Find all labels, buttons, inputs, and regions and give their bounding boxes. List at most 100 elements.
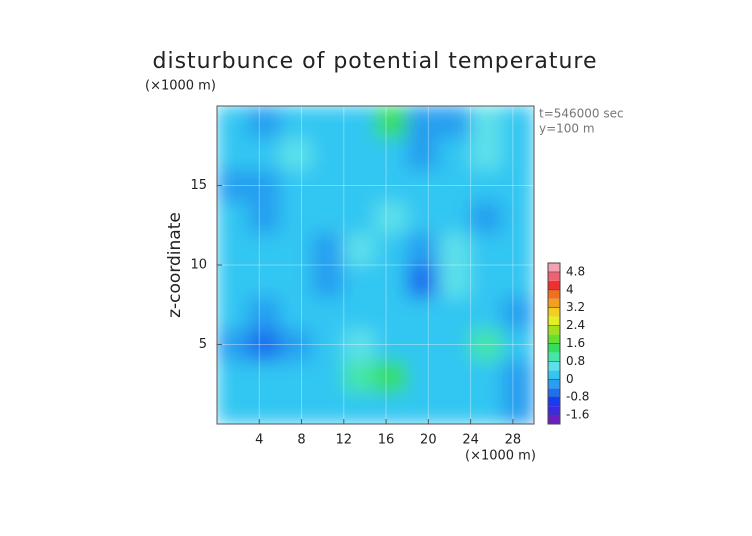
heatmap-cell (311, 169, 345, 202)
heatmap-cell (406, 264, 440, 298)
heatmap-cell (375, 137, 408, 171)
heatmap-cell (248, 359, 281, 393)
colorbar-swatch (548, 415, 560, 424)
heatmap-cell (279, 137, 313, 171)
colorbar-swatch (548, 289, 560, 299)
colorbar-swatch (548, 316, 560, 326)
heatmap-cell (248, 137, 281, 171)
colorbar-tick-label: -0.8 (566, 390, 589, 404)
heatmap-cell (217, 137, 250, 171)
heatmap-cell (375, 200, 408, 234)
heatmap-cell (438, 137, 472, 171)
heatmap-cell (470, 359, 503, 393)
colorbar-swatch (548, 271, 560, 281)
colorbar-swatch (548, 280, 560, 290)
heatmap-cell (311, 359, 345, 393)
heatmap-cell (311, 232, 345, 266)
heatmap-cell (343, 200, 376, 234)
colorbar-swatch (548, 379, 560, 389)
colorbar-swatch (548, 325, 560, 335)
heatmap-cell (406, 359, 440, 393)
annotation: t=546000 sec (539, 107, 624, 121)
heatmap-cell (311, 296, 345, 330)
heatmap-cell (311, 106, 345, 139)
heatmap-cell (343, 264, 376, 298)
heatmap-cell (279, 391, 313, 424)
heatmap-cell (470, 200, 503, 234)
heatmap-cell (438, 200, 472, 234)
heatmap-cell (438, 169, 472, 202)
heatmap-cell (343, 169, 376, 202)
colorbar-swatch (548, 352, 560, 362)
heatmap-cell (375, 106, 408, 139)
heatmap-cell (375, 264, 408, 298)
heatmap-cell (406, 106, 440, 139)
heatmap-cell (248, 106, 281, 139)
heatmap-cell (217, 169, 250, 202)
heatmap-field (217, 106, 534, 424)
heatmap-cell (375, 359, 408, 393)
y-tick-label: 15 (190, 178, 207, 193)
heatmap-cell (217, 200, 250, 234)
heatmap-cell (248, 328, 281, 361)
heatmap-cell (217, 359, 250, 393)
heatmap (217, 106, 534, 424)
heatmap-cell (217, 232, 250, 266)
heatmap-cell (217, 328, 250, 361)
heatmap-cell (501, 264, 534, 298)
heatmap-cell (248, 391, 281, 424)
heatmap-cell (375, 328, 408, 361)
heatmap-cell (406, 169, 440, 202)
heatmap-cell (311, 200, 345, 234)
heatmap-cell (279, 169, 313, 202)
colorbar-swatch (548, 263, 560, 272)
heatmap-cell (217, 106, 250, 139)
grid (217, 106, 534, 424)
colorbar-swatch (548, 298, 560, 308)
colorbar-tick-label: 2.4 (566, 318, 585, 332)
heatmap-cell (248, 296, 281, 330)
colorbar-tick-label: -1.6 (566, 408, 589, 422)
y-tick-label: 5 (199, 337, 207, 352)
heatmap-cell (343, 391, 376, 424)
x-unit: (×1000 m) (465, 449, 536, 464)
heatmap-cell (375, 169, 408, 202)
heatmap-cell (501, 232, 534, 266)
colorbar-swatch (548, 361, 560, 371)
y-tick-label: 10 (190, 258, 207, 273)
colorbar-swatch (548, 397, 560, 407)
heatmap-cell (343, 296, 376, 330)
heatmap-cell (406, 137, 440, 171)
heatmap-cell (501, 391, 534, 424)
heatmap-cell (311, 328, 345, 361)
colorbar-swatch (548, 370, 560, 380)
heatmap-cell (470, 169, 503, 202)
heatmap-cell (343, 328, 376, 361)
heatmap-cell (438, 328, 472, 361)
y-axis-label: z-coordinate (165, 212, 185, 318)
colorbar-swatch (548, 343, 560, 353)
heatmap-cell (501, 200, 534, 234)
heatmap-cell (279, 264, 313, 298)
heatmap-cell (406, 296, 440, 330)
heatmap-cell (217, 391, 250, 424)
colorbar-tick-label: 3.2 (566, 300, 585, 314)
colorbar-swatch (548, 334, 560, 344)
heatmap-cell (311, 391, 345, 424)
heatmap-cell (501, 296, 534, 330)
heatmap-cell (279, 328, 313, 361)
heatmap-cell (248, 169, 281, 202)
colorbar-swatch (548, 307, 560, 317)
heatmap-cell (501, 106, 534, 139)
heatmap-cell (501, 328, 534, 361)
colorbar-tick-label: 1.6 (566, 336, 585, 350)
heatmap-cell (375, 296, 408, 330)
heatmap-cell (279, 232, 313, 266)
heatmap-cell (406, 232, 440, 266)
annotation: y=100 m (539, 122, 595, 136)
y-unit: (×1000 m) (145, 79, 216, 94)
heatmap-cell (470, 328, 503, 361)
heatmap-cell (343, 137, 376, 171)
x-tick-label: 16 (378, 433, 395, 448)
